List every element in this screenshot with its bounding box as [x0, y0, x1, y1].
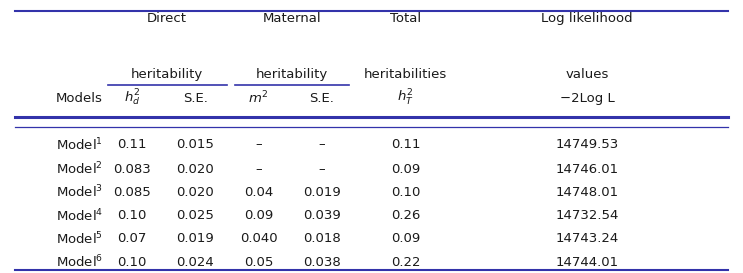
- Text: Log likelihood: Log likelihood: [541, 12, 633, 25]
- Text: –: –: [319, 138, 325, 151]
- Text: Model$^5$: Model$^5$: [56, 231, 103, 247]
- Text: 0.019: 0.019: [177, 232, 214, 245]
- Text: 0.04: 0.04: [244, 186, 273, 199]
- Text: 0.09: 0.09: [244, 209, 273, 222]
- Text: Maternal: Maternal: [263, 12, 321, 25]
- Text: −2Log L: −2Log L: [559, 92, 614, 105]
- Text: –: –: [256, 163, 262, 176]
- Text: 14748.01: 14748.01: [556, 186, 618, 199]
- Text: 0.10: 0.10: [117, 209, 147, 222]
- Text: 0.09: 0.09: [391, 232, 421, 245]
- Text: $h_d^2$: $h_d^2$: [124, 88, 140, 108]
- Text: Model$^3$: Model$^3$: [56, 184, 103, 201]
- Text: 0.083: 0.083: [114, 163, 151, 176]
- Text: 0.05: 0.05: [244, 256, 273, 269]
- Text: Model$^6$: Model$^6$: [56, 254, 103, 270]
- Text: Direct: Direct: [147, 12, 187, 25]
- Text: 14749.53: 14749.53: [555, 138, 619, 151]
- Text: –: –: [256, 138, 262, 151]
- Text: Total: Total: [390, 12, 421, 25]
- Text: 14743.24: 14743.24: [555, 232, 619, 245]
- Text: $m^2$: $m^2$: [248, 90, 269, 106]
- Text: Model$^1$: Model$^1$: [56, 136, 103, 153]
- Text: 0.024: 0.024: [177, 256, 214, 269]
- Text: 0.018: 0.018: [303, 232, 340, 245]
- Text: 0.10: 0.10: [391, 186, 421, 199]
- Text: 0.22: 0.22: [391, 256, 421, 269]
- Text: 0.040: 0.040: [240, 232, 277, 245]
- Text: 14744.01: 14744.01: [556, 256, 618, 269]
- Text: $h_T^2$: $h_T^2$: [398, 88, 414, 108]
- Text: 0.26: 0.26: [391, 209, 421, 222]
- Text: values: values: [565, 68, 609, 81]
- Text: 0.015: 0.015: [177, 138, 214, 151]
- Text: heritabilities: heritabilities: [364, 68, 447, 81]
- Text: 0.019: 0.019: [303, 186, 340, 199]
- Text: heritability: heritability: [131, 68, 204, 81]
- Text: –: –: [319, 163, 325, 176]
- Text: 0.039: 0.039: [303, 209, 340, 222]
- Text: Models: Models: [56, 92, 103, 105]
- Text: heritability: heritability: [256, 68, 328, 81]
- Text: Model$^2$: Model$^2$: [56, 161, 103, 177]
- Text: 0.020: 0.020: [177, 163, 214, 176]
- Text: S.E.: S.E.: [183, 92, 208, 105]
- Text: 14732.54: 14732.54: [555, 209, 619, 222]
- Text: 0.038: 0.038: [303, 256, 340, 269]
- Text: 14746.01: 14746.01: [556, 163, 618, 176]
- Text: 0.07: 0.07: [117, 232, 147, 245]
- Text: Model$^4$: Model$^4$: [56, 207, 103, 224]
- Text: 0.11: 0.11: [117, 138, 147, 151]
- Text: 0.085: 0.085: [114, 186, 151, 199]
- Text: 0.020: 0.020: [177, 186, 214, 199]
- Text: 0.10: 0.10: [117, 256, 147, 269]
- Text: 0.025: 0.025: [177, 209, 214, 222]
- Text: S.E.: S.E.: [309, 92, 334, 105]
- Text: 0.09: 0.09: [391, 163, 421, 176]
- Text: 0.11: 0.11: [391, 138, 421, 151]
